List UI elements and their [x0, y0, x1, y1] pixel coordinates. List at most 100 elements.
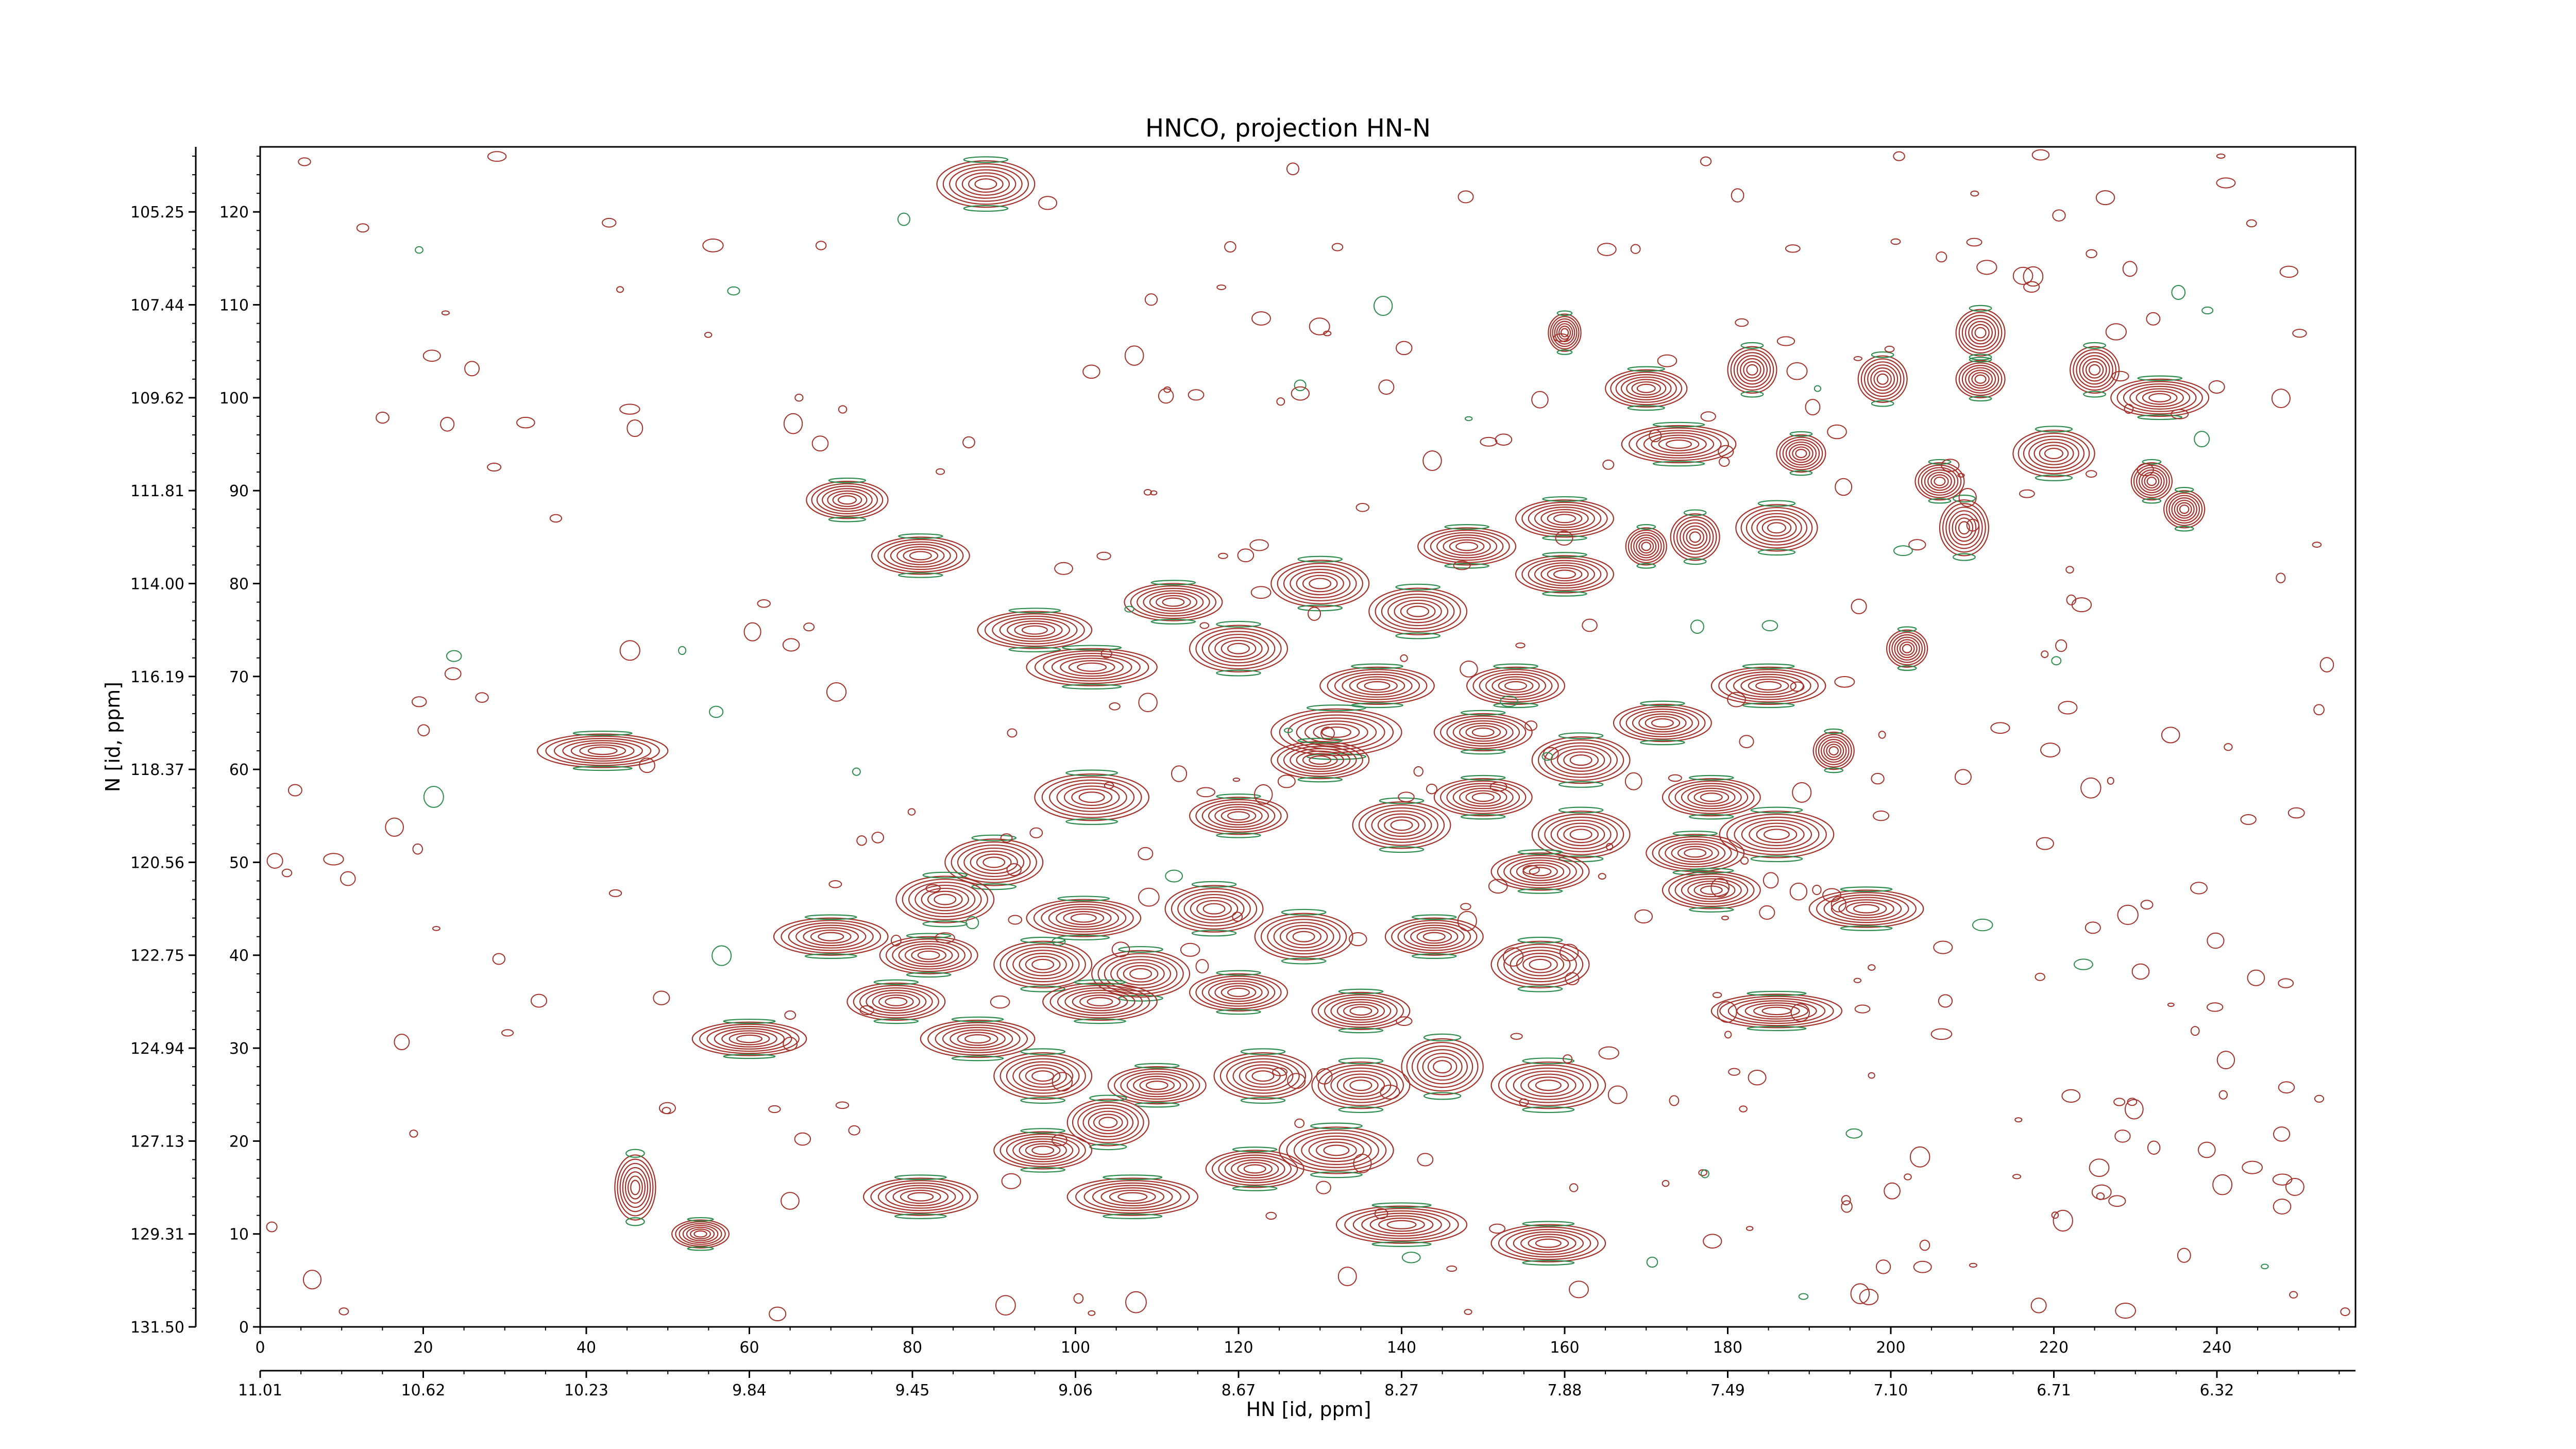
contour-line [984, 613, 1085, 647]
contour-line [1365, 807, 1438, 843]
negative-contour [951, 1055, 1004, 1062]
contour-line [1287, 714, 1385, 750]
contour-line [1270, 740, 1370, 780]
y-tick-label: 120 [219, 204, 249, 222]
noise-contour [2012, 1174, 2022, 1180]
noise-contour [2292, 329, 2307, 338]
noise-contour [1188, 389, 1205, 401]
contour-line [1025, 1143, 1061, 1158]
negative-contour [1517, 849, 1563, 855]
noise-contour [1884, 345, 1895, 353]
contour-line [1955, 309, 2006, 357]
negative-contour [1057, 935, 1110, 940]
x-ppm-tick-label: 10.23 [564, 1381, 608, 1400]
noise-contour [794, 1132, 811, 1146]
negative-contour [1444, 563, 1489, 569]
negative-contour [1871, 351, 1894, 358]
peak-9 [1270, 555, 1370, 612]
peak-7 [1124, 580, 1223, 625]
noise-contour [2117, 904, 2139, 925]
contour-line [1190, 897, 1239, 921]
contour-line [1410, 927, 1459, 947]
noise-contour [1355, 502, 1370, 512]
noise-contour [1875, 1259, 1891, 1274]
peak-64 [1490, 1221, 1606, 1266]
noise-contour [1624, 772, 1642, 790]
peak-48 [1710, 990, 1843, 1032]
contour-line [1201, 801, 1276, 831]
noise-contour [1052, 1072, 1073, 1092]
contour-line [1666, 439, 1692, 449]
noise-contour [1941, 459, 1960, 472]
contour-line [2028, 439, 2079, 468]
noise-contour [1845, 1128, 1863, 1139]
noise-contour [828, 880, 842, 888]
contour-line [1301, 1135, 1372, 1165]
contour-line [1224, 1157, 1285, 1181]
contour-line [1756, 825, 1798, 844]
x-ppm-tick-label: 6.71 [2037, 1381, 2071, 1400]
negative-contour [1338, 988, 1384, 995]
noise-contour [2115, 1303, 2136, 1319]
negative-contour [873, 979, 919, 985]
contour-line [2023, 435, 2085, 471]
peak-49 [691, 1018, 807, 1059]
negative-contour [1062, 684, 1122, 690]
contour-line [955, 169, 1016, 199]
noise-contour [2096, 1192, 2105, 1200]
negative-contour [1952, 553, 1976, 561]
noise-contour [2051, 656, 2062, 666]
noise-contour [2146, 312, 2161, 326]
negative-contour [1281, 957, 1327, 965]
noise-contour [935, 932, 955, 943]
negative-contour [1969, 357, 1992, 363]
contour-line [1782, 439, 1820, 468]
contour-line [2146, 477, 2157, 486]
contour-line [1563, 751, 1599, 769]
contour-line [617, 1158, 654, 1217]
contour-line [1556, 822, 1605, 847]
noise-contour [440, 416, 455, 432]
noise-contour [2312, 542, 2322, 548]
negative-contour [1379, 846, 1425, 853]
noise-contour [2177, 1248, 2191, 1263]
peak-59 [1279, 1122, 1394, 1178]
noise-contour [1812, 884, 1822, 895]
contour-line [1700, 793, 1723, 802]
noise-contour [2147, 1140, 2161, 1155]
contour-line [1349, 1080, 1372, 1091]
noise-contour [1125, 1291, 1147, 1313]
negative-contour [1395, 632, 1440, 639]
contour-line [788, 922, 874, 951]
noise-contour [1841, 1195, 1851, 1206]
noise-contour [2206, 1002, 2224, 1012]
contour-line [832, 493, 862, 507]
negative-contour [922, 871, 968, 879]
negative-contour [1757, 549, 1796, 556]
negative-contour [1310, 1171, 1363, 1178]
noise-contour [1165, 869, 1183, 883]
contour-line [721, 1030, 777, 1048]
x-tick-label: 180 [1713, 1339, 1742, 1357]
contour-line [1097, 953, 1184, 995]
peak-45 [1042, 979, 1158, 1024]
contour-line [1079, 995, 1121, 1009]
contour-line [1615, 374, 1677, 403]
contour-line [1056, 908, 1112, 928]
negative-contour [1371, 1241, 1432, 1247]
plot-frame [259, 146, 2357, 1328]
negative-contour [1652, 422, 1705, 428]
negative-contour [971, 883, 1017, 890]
contour-line [1641, 542, 1652, 551]
contour-line [2133, 464, 2170, 498]
noise-contour [1464, 416, 1473, 422]
contour-line [1390, 819, 1413, 831]
contour-line [1674, 783, 1749, 812]
contour-line [1195, 628, 1282, 670]
contour-line [1357, 679, 1398, 693]
noise-contour [658, 1102, 676, 1115]
noise-contour [925, 884, 941, 893]
contour-line [1547, 511, 1583, 526]
contour-line [1755, 681, 1782, 690]
noise-contour [2086, 249, 2097, 259]
